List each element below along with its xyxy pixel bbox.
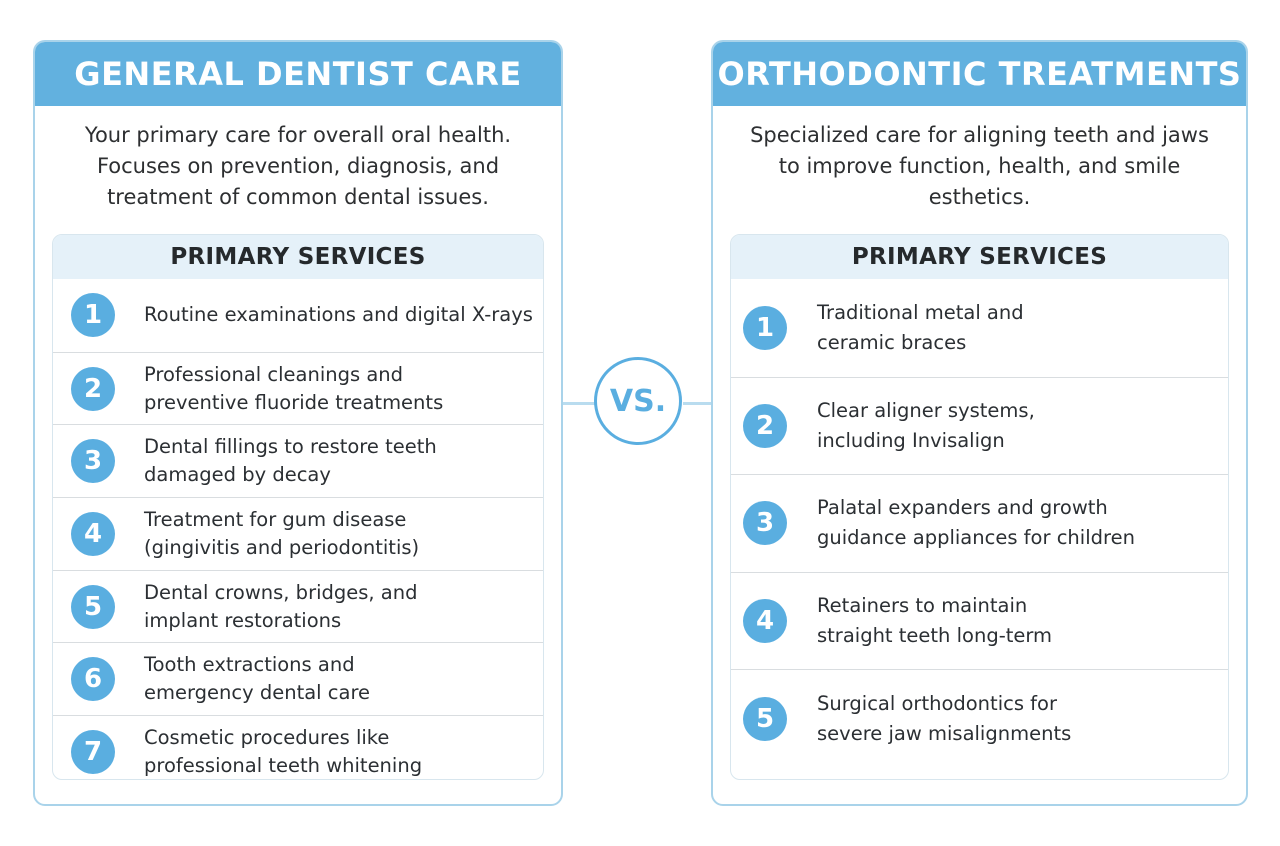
vs-badge: VS. (594, 357, 682, 445)
service-text: Cosmetic procedures like professional te… (144, 725, 423, 777)
service-row: 2 Clear aligner systems, including Invisa… (731, 376, 1228, 475)
service-text: Professional cleanings and preventive fl… (144, 362, 444, 414)
service-number-badge: 5 (743, 696, 787, 741)
service-text: Dental crowns, bridges, and implant rest… (144, 580, 418, 632)
service-row: 4 Retainers to maintain straight teeth lo… (731, 571, 1228, 670)
service-row: 6 Tooth extractions and emergency dental … (53, 642, 543, 715)
service-text: Retainers to maintain straight teeth lon… (817, 594, 1053, 648)
service-text: Surgical orthodontics for severe jaw mis… (817, 691, 1072, 745)
service-row: 5 Dental crowns, bridges, and implant res… (53, 569, 543, 643)
service-text: Dental fillings to restore teeth damaged… (144, 435, 437, 487)
service-number-badge: 1 (743, 305, 787, 350)
service-row: 3 Palatal expanders and growth guidance a… (731, 474, 1228, 572)
service-number-badge: 6 (71, 657, 115, 702)
service-text: Routine examinations and digital X-rays (144, 303, 533, 327)
service-text: Treatment for gum disease (gingivitis an… (144, 507, 420, 559)
service-number-badge: 4 (71, 511, 115, 556)
general-services-panel: PRIMARY SERVICES 1 Routine examinations a… (52, 234, 544, 780)
service-number-badge: 7 (71, 729, 115, 774)
service-number-badge: 2 (743, 403, 787, 448)
general-dentist-description: Your primary care for overall oral healt… (84, 123, 512, 209)
general-dentist-title: GENERAL DENTIST CARE (35, 42, 561, 106)
general-services-heading: PRIMARY SERVICES (53, 235, 543, 279)
general-dentist-card: GENERAL DENTIST CARE Your primary care f… (33, 40, 563, 806)
service-row: 1 Routine examinations and digital X-rays (53, 279, 543, 352)
service-number-badge: 2 (71, 366, 115, 411)
orthodontic-services-list: 1 Traditional metal and ceramic braces 2 Cl… (731, 279, 1228, 767)
service-number-badge: 1 (71, 293, 115, 338)
orthodontic-services-panel: PRIMARY SERVICES 1 Traditional metal and … (730, 234, 1229, 780)
connector-line-right (683, 402, 711, 405)
service-text: Clear aligner systems, including Invisal… (817, 398, 1035, 452)
service-row: 7 Cosmetic procedures like professional t… (53, 715, 543, 779)
service-number-badge: 4 (743, 599, 787, 644)
service-row: 4 Treatment for gum disease (gingivitis a… (53, 497, 543, 570)
general-services-list: 1 Routine examinations and digital X-rays… (53, 279, 543, 779)
service-row: 1 Traditional metal and ceramic braces (731, 279, 1228, 377)
service-text: Tooth extractions and emergency dental c… (144, 653, 371, 705)
service-number-badge: 3 (743, 501, 787, 546)
service-number-badge: 3 (71, 439, 115, 484)
service-row: 3 Dental fillings to restore teeth damage… (53, 424, 543, 497)
orthodontic-description: Specialized care for aligning teeth and … (750, 123, 1209, 209)
orthodontic-title: ORTHODONTIC TREATMENTS (713, 42, 1246, 106)
service-text: Traditional metal and ceramic braces (817, 300, 1024, 354)
service-row: 2 Professional cleanings and preventive f… (53, 351, 543, 425)
service-number-badge: 5 (71, 584, 115, 629)
service-row: 5 Surgical orthodontics for severe jaw mi… (731, 669, 1228, 767)
orthodontic-card: ORTHODONTIC TREATMENTS Specialized care … (711, 40, 1248, 806)
orthodontic-services-heading: PRIMARY SERVICES (731, 235, 1228, 279)
service-text: Palatal expanders and growth guidance ap… (817, 496, 1135, 550)
connector-line-left (563, 402, 597, 405)
